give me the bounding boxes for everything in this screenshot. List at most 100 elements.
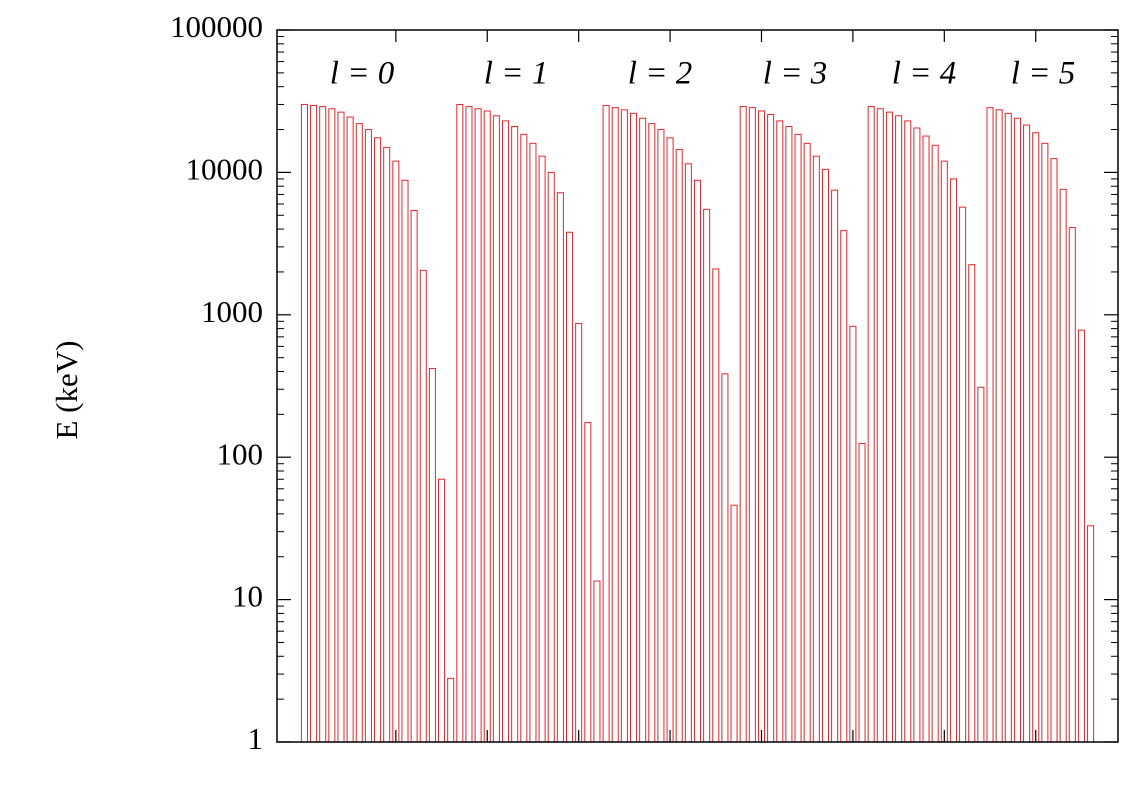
bar	[977, 386, 985, 743]
bar	[959, 206, 967, 743]
bar	[602, 104, 610, 743]
bar	[520, 133, 528, 743]
bar	[410, 210, 418, 743]
bar	[374, 137, 382, 743]
bar	[355, 123, 363, 743]
group-annotation: l = 5	[1011, 56, 1075, 92]
bar	[492, 115, 500, 743]
bar	[1087, 525, 1095, 743]
bar	[666, 137, 674, 743]
bar	[831, 189, 839, 743]
bar	[876, 108, 884, 743]
bar	[767, 114, 775, 743]
plot-frame	[276, 29, 1119, 743]
y-tick-label: 1	[248, 721, 264, 756]
bar	[566, 231, 574, 743]
bar	[995, 109, 1003, 743]
bar	[785, 126, 793, 743]
bar	[812, 155, 820, 743]
bar	[748, 107, 756, 743]
bar	[1059, 188, 1067, 743]
bar	[1013, 117, 1021, 743]
bar	[392, 160, 400, 743]
bar	[949, 178, 957, 743]
bar	[858, 442, 866, 743]
bar	[867, 106, 875, 743]
bar	[885, 111, 893, 743]
bar	[904, 120, 912, 743]
group-annotation: l = 2	[628, 56, 692, 92]
bar	[438, 478, 446, 743]
bar	[538, 155, 546, 743]
bar	[721, 373, 729, 743]
bar	[556, 192, 564, 743]
y-axis-label: E (keV)	[49, 341, 84, 440]
bar	[502, 120, 510, 743]
bar	[703, 208, 711, 743]
bar	[776, 120, 784, 743]
bar	[319, 106, 327, 743]
bar	[1041, 142, 1049, 743]
bar	[1050, 158, 1058, 743]
bar	[419, 269, 427, 743]
bar	[803, 142, 811, 743]
bar	[940, 160, 948, 743]
bar	[456, 103, 464, 743]
bar	[629, 112, 638, 743]
bar	[1023, 124, 1031, 743]
bar	[328, 108, 336, 743]
bar	[383, 146, 391, 743]
bar	[986, 107, 994, 743]
bar	[1077, 329, 1085, 743]
bar	[547, 171, 555, 743]
bar	[913, 127, 921, 743]
y-tick-label: 100	[217, 436, 264, 471]
bar	[337, 111, 345, 743]
bar	[474, 108, 482, 743]
bar	[675, 148, 683, 743]
bar	[821, 168, 829, 743]
bar	[840, 230, 848, 743]
bar	[310, 104, 318, 743]
bar	[1032, 132, 1040, 743]
bar	[364, 129, 372, 743]
bar	[639, 117, 647, 743]
bar	[428, 367, 436, 743]
bar	[922, 135, 930, 743]
bar	[575, 322, 583, 743]
bar	[794, 133, 802, 743]
y-tick-label: 100000	[170, 9, 263, 44]
y-tick-label: 1000	[201, 294, 263, 329]
group-annotation: l = 1	[484, 56, 548, 92]
bar	[1068, 227, 1076, 743]
bar	[931, 144, 939, 743]
bar	[968, 264, 976, 743]
bar	[465, 106, 473, 743]
bar	[511, 126, 519, 743]
bar	[529, 142, 537, 743]
bar	[611, 107, 619, 743]
bar	[739, 106, 747, 743]
bar	[483, 110, 491, 743]
bar	[584, 422, 592, 743]
bar	[620, 109, 628, 743]
bar	[401, 179, 409, 743]
bar	[849, 325, 857, 743]
bar	[895, 115, 903, 743]
bar	[1004, 112, 1012, 743]
y-tick-label: 10000	[186, 152, 264, 187]
y-tick-label: 10	[232, 579, 263, 614]
group-annotation: l = 4	[892, 56, 956, 92]
bar	[684, 163, 692, 743]
bar	[648, 123, 656, 743]
bar	[657, 129, 665, 743]
bar	[447, 677, 455, 743]
bar	[730, 504, 738, 743]
bar	[712, 268, 720, 743]
group-annotation: l = 3	[763, 56, 827, 92]
bar	[300, 103, 308, 743]
bar	[693, 179, 702, 743]
group-annotation: l = 0	[330, 56, 395, 92]
